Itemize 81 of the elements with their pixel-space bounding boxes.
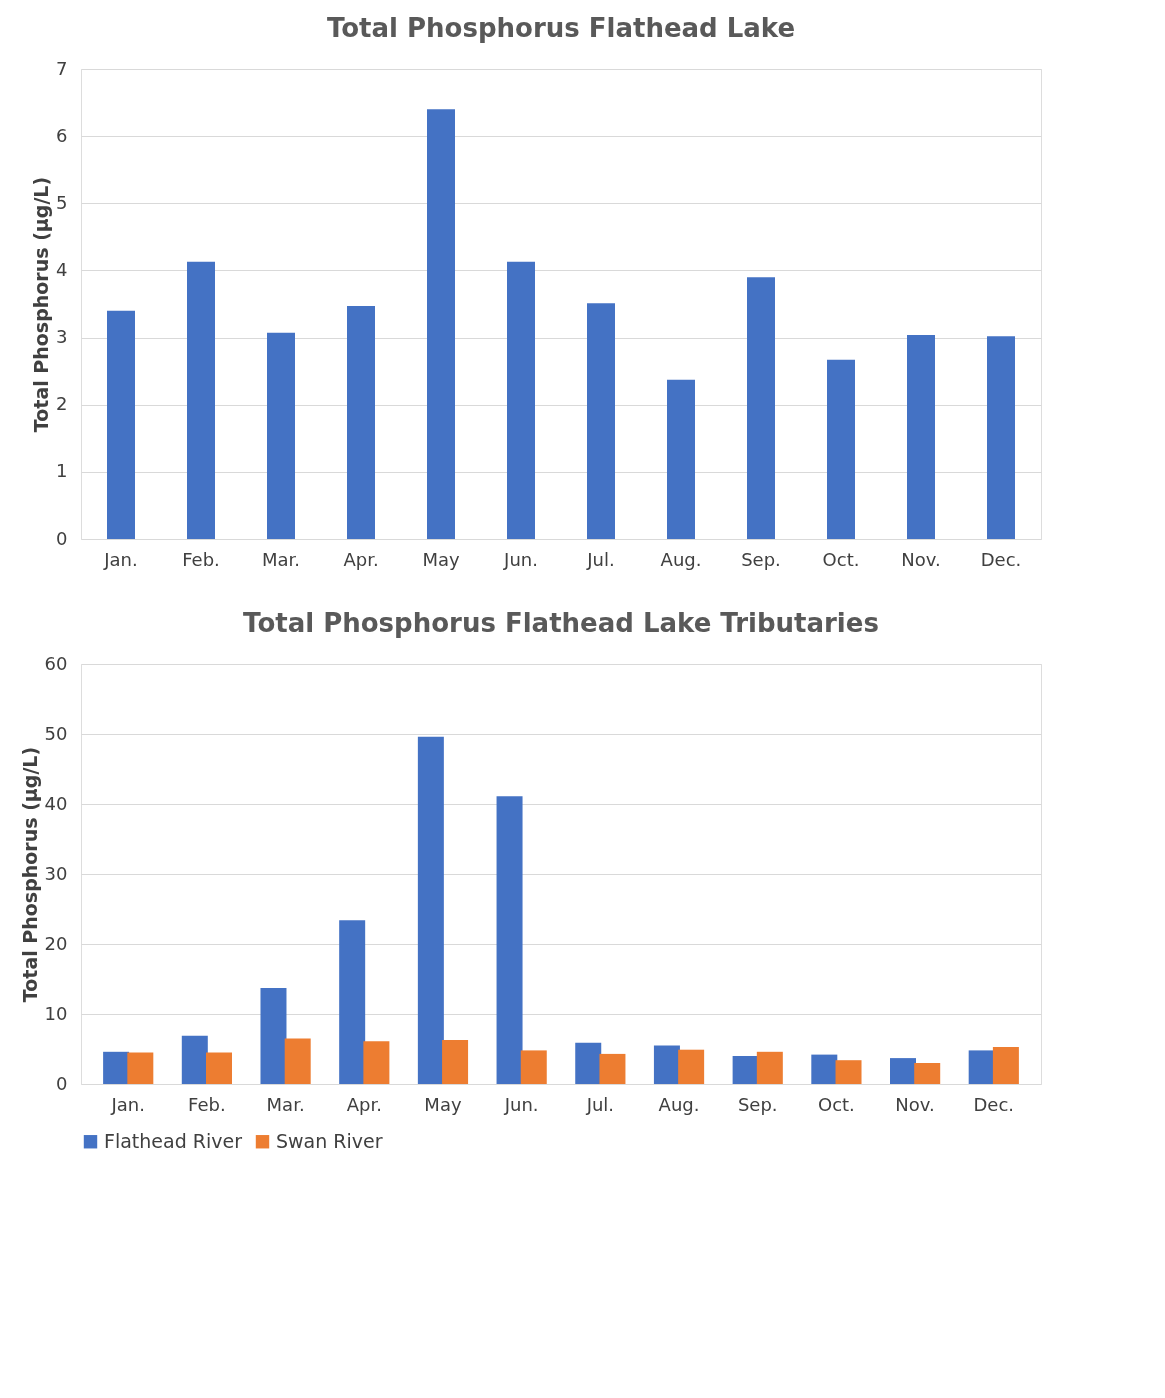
x-tick-label: Sep.: [737, 1093, 778, 1115]
bar: [756, 1051, 783, 1084]
bar: [889, 1058, 916, 1084]
x-tick-label: Jan.: [110, 1093, 145, 1115]
x-tick-label: Feb.: [188, 1093, 226, 1115]
bar: [678, 1049, 705, 1084]
x-tick-label: Jan.: [103, 548, 138, 570]
y-axis-title: Total Phosphorus (µg/L): [30, 176, 53, 433]
y-tick-label: 1: [56, 460, 68, 482]
x-tick-label: Nov.: [901, 548, 941, 570]
x-tick-label: May: [422, 548, 460, 570]
bar: [267, 332, 295, 539]
legend-label: Flathead River: [104, 1129, 243, 1152]
y-axis-title: Total Phosphorus (µg/L): [18, 746, 41, 1003]
y-tick-label: 60: [44, 652, 68, 674]
bar: [260, 988, 287, 1084]
x-tick-label: Sep.: [741, 548, 781, 570]
bar: [667, 379, 695, 539]
bar: [427, 109, 455, 539]
bar: [599, 1053, 626, 1084]
bar: [107, 310, 135, 539]
x-tick-label: May: [424, 1093, 462, 1115]
x-tick-label: Oct.: [822, 548, 860, 570]
bar: [284, 1038, 311, 1084]
bar: [968, 1050, 995, 1084]
chart-title: Total Phosphorus Flathead Lake: [326, 13, 796, 43]
x-tick-label: Jun.: [503, 1093, 539, 1115]
bar: [987, 336, 1015, 539]
bar: [442, 1039, 469, 1084]
x-tick-label: Apr.: [346, 1093, 382, 1115]
x-tick-label: Nov.: [895, 1093, 935, 1115]
y-tick-label: 5: [56, 191, 68, 213]
bar: [835, 1060, 862, 1084]
bar: [206, 1052, 233, 1084]
x-tick-label: Dec.: [973, 1093, 1015, 1115]
bar: [587, 303, 615, 539]
x-tick-label: Dec.: [980, 548, 1022, 570]
y-tick-label: 0: [56, 527, 68, 549]
bar: [417, 736, 444, 1084]
y-tick-label: 40: [44, 792, 68, 814]
legend-label: Swan River: [276, 1129, 383, 1152]
bar: [520, 1050, 547, 1084]
x-tick-label: Aug.: [658, 1093, 700, 1115]
bar: [907, 334, 935, 539]
x-tick-label: Apr.: [343, 548, 379, 570]
x-tick-label: Jun.: [503, 548, 538, 570]
y-tick-label: 6: [56, 124, 68, 146]
y-tick-label: 7: [56, 57, 68, 79]
bar: [187, 261, 215, 539]
bar: [496, 796, 523, 1084]
bar: [811, 1054, 838, 1084]
x-tick-label: Mar.: [266, 1093, 305, 1115]
bar: [127, 1052, 154, 1084]
x-tick-label: Aug.: [660, 548, 702, 570]
bar: [732, 1056, 759, 1084]
y-tick-label: 10: [44, 1002, 68, 1024]
bar: [827, 359, 855, 539]
bar: [914, 1063, 941, 1084]
bar: [363, 1041, 390, 1084]
y-tick-label: 30: [44, 862, 68, 884]
y-tick-label: 20: [44, 932, 68, 954]
y-tick-label: 3: [56, 326, 68, 348]
x-tick-label: Jul.: [585, 1093, 615, 1115]
bar: [347, 306, 375, 539]
x-tick-label: Mar.: [261, 548, 301, 570]
y-tick-label: 4: [56, 258, 68, 280]
bar: [507, 261, 535, 539]
y-tick-label: 2: [56, 393, 68, 415]
x-tick-label: Jul.: [586, 548, 615, 570]
bar: [992, 1046, 1019, 1084]
chart-title: Total Phosphorus Flathead Lake Tributaries: [243, 608, 879, 638]
x-tick-label: Oct.: [817, 1093, 855, 1115]
bar: [339, 920, 366, 1084]
bar: [103, 1051, 130, 1084]
bar: [181, 1035, 208, 1084]
y-tick-label: 0: [56, 1072, 68, 1094]
y-tick-label: 50: [44, 722, 68, 744]
bar: [747, 277, 775, 539]
bar: [653, 1045, 680, 1084]
x-tick-label: Feb.: [182, 548, 220, 570]
bar: [575, 1042, 602, 1084]
